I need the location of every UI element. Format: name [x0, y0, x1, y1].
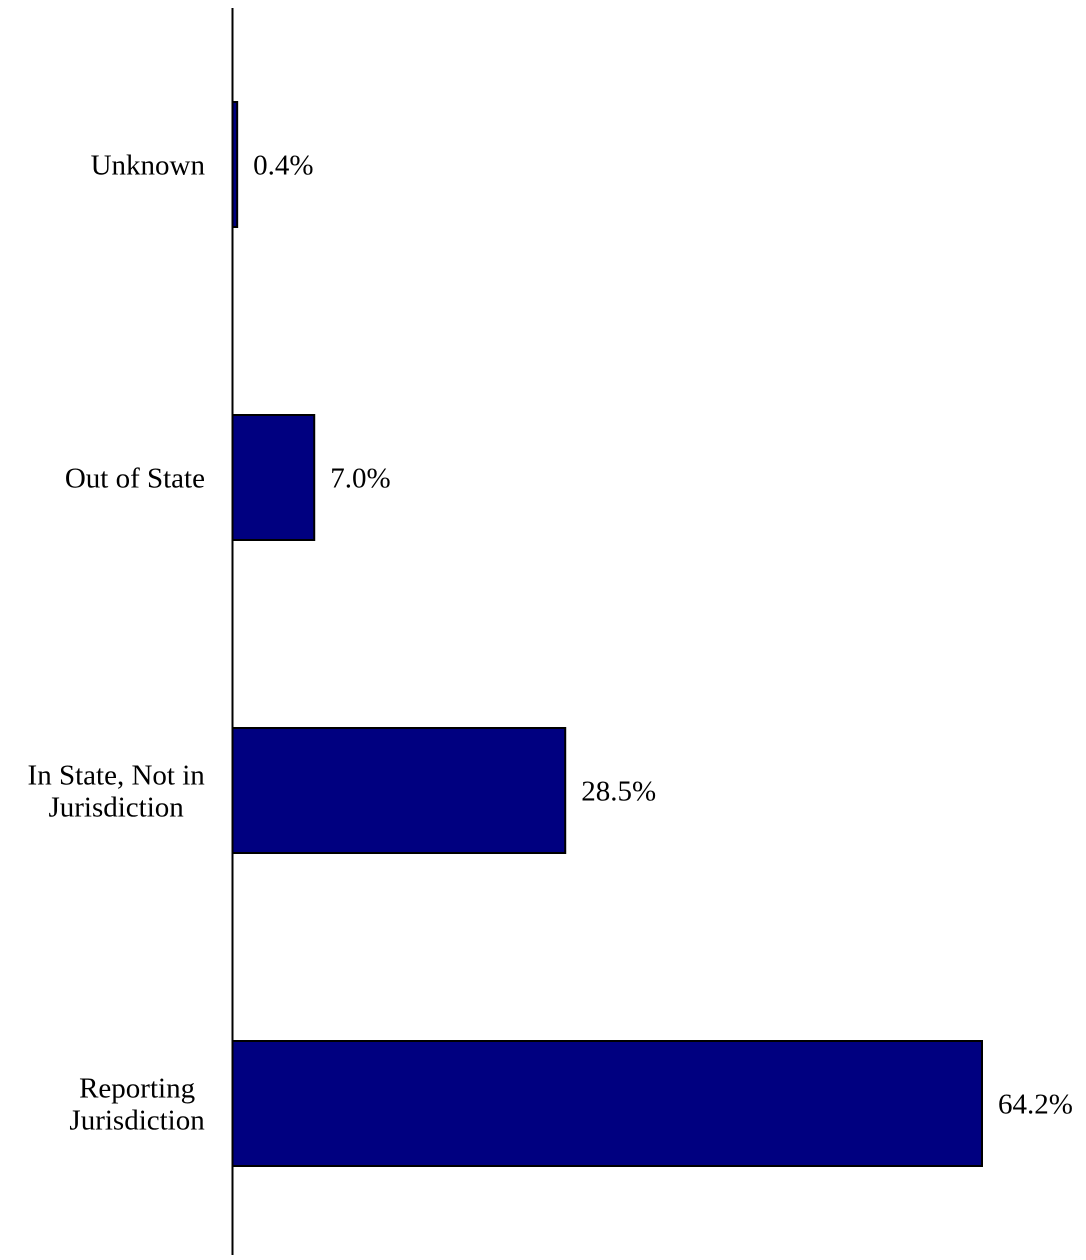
category-label: In State, Not in Jurisdiction	[28, 760, 206, 824]
bar	[231, 1040, 983, 1167]
category-label-line: Out of State	[65, 463, 205, 495]
category-label: Out of State	[65, 463, 205, 495]
category-label-line: Unknown	[91, 150, 206, 182]
category-label-line: In State, Not in	[28, 760, 206, 792]
category-label-line: Reporting	[79, 1073, 195, 1105]
data-label: 64.2%	[998, 1089, 1073, 1121]
category-label-line: Jurisdiction	[69, 1105, 205, 1137]
category-label: Reporting Jurisdiction	[69, 1073, 205, 1137]
category-label: Unknown	[91, 150, 206, 182]
bar	[231, 727, 567, 854]
bar	[231, 414, 316, 541]
data-label: 28.5%	[581, 776, 656, 808]
category-label-line: Jurisdiction	[48, 792, 184, 824]
labels-layer: 0.4% Unknown 7.0% Out of State 28.5% In State…	[28, 150, 1073, 1137]
bars-layer	[231, 101, 983, 1167]
data-label: 0.4%	[253, 150, 313, 182]
data-label: 7.0%	[330, 463, 390, 495]
